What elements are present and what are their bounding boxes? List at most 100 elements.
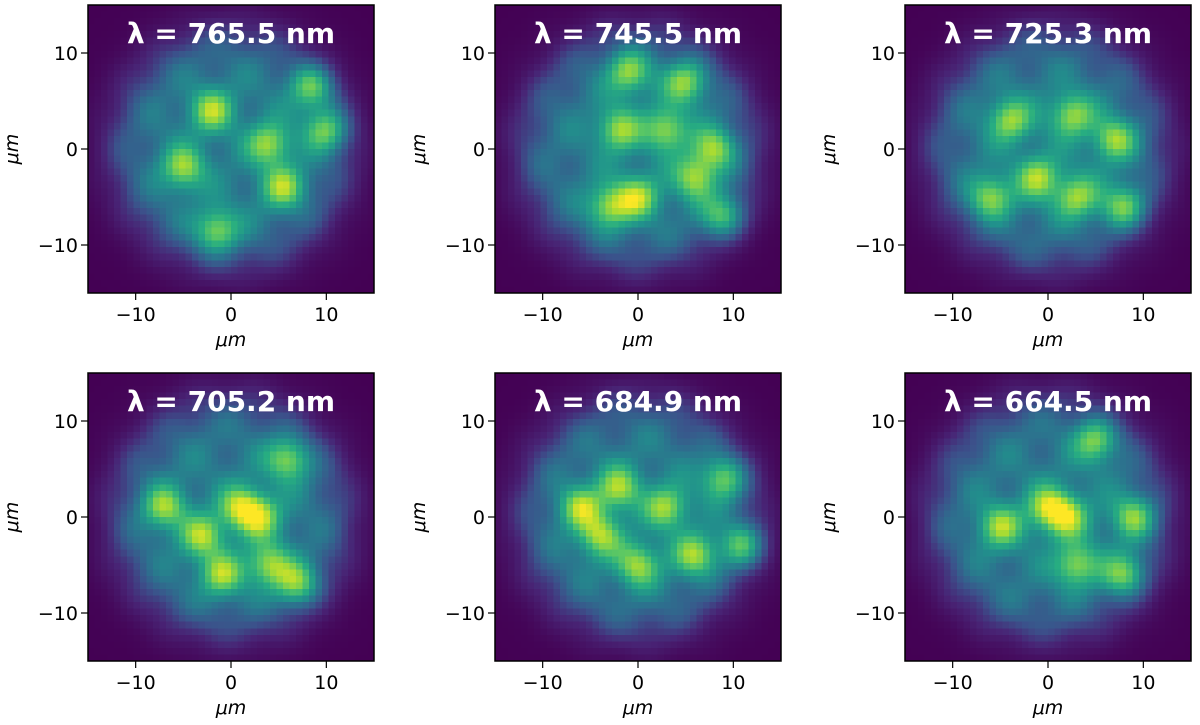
heatmap-cell — [755, 122, 763, 130]
heatmap-cell — [514, 142, 522, 150]
heatmap-cell — [677, 57, 685, 65]
heatmap-cell — [560, 103, 568, 111]
heatmap-cell — [664, 181, 672, 189]
heatmap-cell — [1152, 129, 1160, 137]
heatmap-cell — [989, 129, 997, 137]
heatmap-cell — [1184, 149, 1192, 157]
heatmap-cell — [335, 50, 343, 58]
heatmap-cell — [579, 90, 587, 98]
heatmap-cell — [716, 155, 724, 163]
heatmap-cell — [1100, 109, 1108, 117]
heatmap-cell — [244, 96, 252, 104]
heatmap-cell — [547, 221, 555, 229]
heatmap-cell — [114, 122, 122, 130]
heatmap-cell — [664, 31, 672, 39]
heatmap-cell — [120, 83, 128, 91]
heatmap-cell — [1165, 149, 1173, 157]
heatmap-cell — [1100, 116, 1108, 124]
heatmap-cell — [937, 11, 945, 19]
heatmap-cell — [1106, 103, 1114, 111]
heatmap-cell — [573, 70, 581, 78]
heatmap-cell — [94, 90, 102, 98]
heatmap-cell — [996, 129, 1004, 137]
heatmap-cell — [172, 116, 180, 124]
heatmap-cell — [722, 83, 730, 91]
heatmap-cell — [970, 50, 978, 58]
heatmap-cell — [592, 273, 600, 281]
heatmap-cell — [166, 11, 174, 19]
heatmap-cell — [361, 122, 369, 130]
heatmap-cell — [1100, 37, 1108, 45]
heatmap-cell — [742, 149, 750, 157]
heatmap-cell — [690, 109, 698, 117]
heatmap-cell — [1106, 90, 1114, 98]
heatmap-cell — [231, 207, 239, 216]
heatmap-cell — [735, 18, 743, 26]
heatmap-cell — [540, 227, 548, 235]
heatmap-cell — [244, 70, 252, 78]
heatmap-cell — [534, 96, 542, 104]
heatmap-cell — [527, 129, 535, 137]
heatmap-cell — [1106, 162, 1114, 170]
heatmap-cell — [703, 207, 711, 216]
heatmap-cell — [354, 240, 362, 248]
heatmap-cell — [224, 31, 232, 39]
heatmap-cell — [592, 50, 600, 58]
heatmap-cell — [205, 188, 213, 196]
heatmap-cell — [159, 181, 167, 189]
heatmap-cell — [918, 57, 926, 65]
heatmap-cell — [905, 129, 913, 137]
heatmap-cell — [755, 162, 763, 170]
heatmap-cell — [709, 214, 717, 222]
heatmap-cell — [211, 234, 219, 242]
heatmap-cell — [1028, 77, 1036, 85]
heatmap-cell — [696, 188, 704, 196]
heatmap-cell — [638, 77, 646, 85]
heatmap-cell — [644, 234, 652, 242]
heatmap-cell — [683, 194, 691, 202]
heatmap-cell — [146, 181, 154, 189]
heatmap-cell — [192, 260, 200, 268]
heatmap-cell — [276, 240, 284, 248]
heatmap-cell — [918, 31, 926, 39]
heatmap-cell — [501, 44, 509, 52]
heatmap-cell — [703, 77, 711, 85]
heatmap-cell — [146, 50, 154, 58]
heatmap-cell — [944, 155, 952, 163]
heatmap-cell — [237, 70, 245, 78]
heatmap-cell — [579, 31, 587, 39]
heatmap-cell — [205, 155, 213, 163]
heatmap-cell — [244, 31, 252, 39]
heatmap-cell — [983, 77, 991, 85]
heatmap-cell — [179, 90, 187, 98]
heatmap-cell — [1048, 11, 1056, 19]
heatmap-cell — [573, 221, 581, 229]
heatmap-cell — [742, 234, 750, 242]
heatmap-cell — [703, 122, 711, 130]
heatmap-cell — [683, 279, 691, 288]
heatmap-cell — [185, 194, 193, 202]
heatmap-cell — [335, 168, 343, 176]
heatmap-cell — [1002, 31, 1010, 39]
heatmap-cell — [547, 83, 555, 91]
heatmap-cell — [1171, 5, 1179, 13]
heatmap-cell — [198, 273, 206, 281]
heatmap-cell — [159, 279, 167, 288]
heatmap-cell — [114, 279, 122, 288]
heatmap-cell — [918, 122, 926, 130]
heatmap-cell — [231, 149, 239, 157]
heatmap-cell — [120, 96, 128, 104]
heatmap-cell — [911, 18, 919, 26]
heatmap-cell — [748, 175, 756, 183]
heatmap-cell — [192, 279, 200, 288]
heatmap-cell — [198, 142, 206, 150]
heatmap-cell — [729, 227, 737, 235]
heatmap-cell — [146, 122, 154, 130]
heatmap-cell — [957, 109, 965, 117]
heatmap-cell — [651, 57, 659, 65]
heatmap-cell — [1184, 5, 1192, 13]
heatmap-cell — [1061, 116, 1069, 124]
heatmap-cell — [1093, 63, 1101, 72]
heatmap-cell — [1126, 149, 1134, 157]
heatmap-cell — [911, 50, 919, 58]
